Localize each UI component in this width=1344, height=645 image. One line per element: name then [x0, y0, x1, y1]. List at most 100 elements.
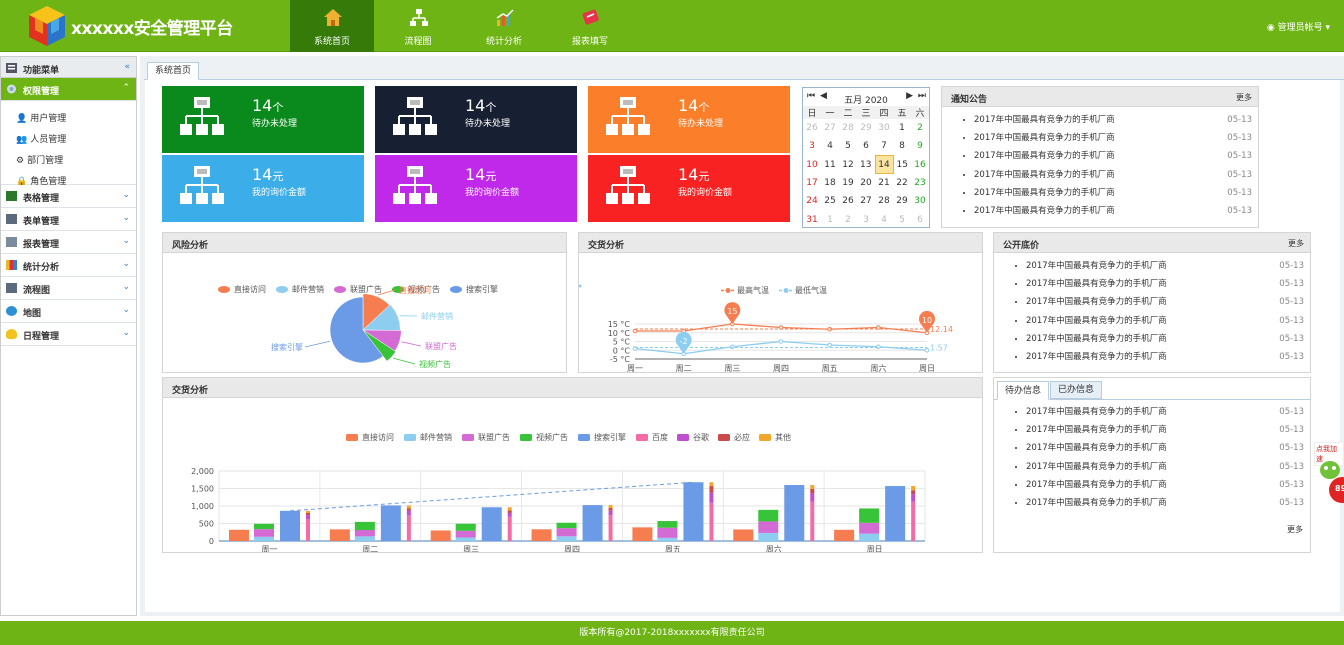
prev-year-icon[interactable]: ⏮ [807, 91, 816, 101]
list-item[interactable]: 2017年中国最具有竞争力的手机厂商 05-13 [974, 184, 1252, 202]
list-item[interactable]: 2017年中国最具有竞争力的手机厂商 05-13 [974, 147, 1252, 165]
price-more-link[interactable]: 更多 [1288, 239, 1304, 248]
bar-direct [834, 529, 855, 541]
notice-more-link[interactable]: 更多 [1236, 93, 1252, 102]
next-month-icon[interactable]: ▶ [906, 91, 913, 101]
next-year-icon[interactable]: ⏭ [917, 91, 926, 101]
list-item[interactable]: 2017年中国最具有竞争力的手机厂商 05-13 [1026, 257, 1304, 275]
calendar-day[interactable]: 30 [914, 196, 926, 207]
calendar[interactable]: ⏮ ◀ 五月 2020 ▶ ⏭ 日一二三四五六 26 27 28 29 30 1 2 3 4 5 6 7… [802, 87, 930, 228]
week-row: 31 1 2 3 4 5 6 [803, 210, 929, 228]
prev-month-icon[interactable]: ◀ [820, 91, 827, 101]
calendar-day[interactable]: 4 [827, 141, 833, 152]
legend-swatch [783, 288, 789, 293]
calendar-day[interactable]: 5 [845, 141, 851, 152]
calendar-day[interactable]: 18 [824, 178, 836, 189]
sidebar-item-statistics[interactable]: 统计分析 ⌄ [1, 254, 136, 277]
calendar-day[interactable]: 20 [860, 178, 872, 189]
calendar-day[interactable]: 26 [842, 196, 854, 207]
calendar-day[interactable]: 7 [881, 141, 887, 152]
tab-home[interactable]: 系统首页 [147, 62, 200, 80]
calendar-day[interactable]: 2 [917, 123, 923, 134]
calendar-day[interactable]: 29 [896, 196, 908, 207]
tab-done[interactable]: 已办信息 [1050, 381, 1103, 399]
list-item[interactable]: 2017年中国最具有竞争力的手机厂商 05-13 [1026, 293, 1304, 311]
calendar-day[interactable]: 23 [914, 178, 926, 189]
list-item[interactable]: 2017年中国最具有竞争力的手机厂商 05-13 [1026, 476, 1304, 494]
summary-tile[interactable]: 14元 我的询价金额 [162, 155, 364, 222]
sidebar-item-report[interactable]: 报表管理 ⌄ [1, 231, 136, 254]
calendar-day[interactable]: 8 [899, 141, 905, 152]
list-item[interactable]: 2017年中国最具有竞争力的手机厂商 05-13 [1026, 403, 1304, 421]
list-item[interactable]: 2017年中国最具有竞争力的手机厂商 05-13 [1026, 458, 1304, 476]
list-item[interactable]: 2017年中国最具有竞争力的手机厂商 05-13 [1026, 439, 1304, 457]
list-item[interactable]: 2017年中国最具有竞争力的手机厂商 05-13 [974, 202, 1252, 220]
calendar-day[interactable]: 10 [806, 159, 818, 170]
calendar-day[interactable]: 16 [914, 159, 926, 170]
list-item[interactable]: 2017年中国最具有竞争力的手机厂商 05-13 [1026, 348, 1304, 366]
calendar-day[interactable]: 30 [878, 123, 890, 134]
calendar-day[interactable]: 21 [878, 178, 890, 189]
nav-statistics[interactable]: 统计分析 [462, 0, 546, 52]
summary-tile[interactable]: 14个 待办未处理 [162, 86, 364, 153]
calendar-day[interactable]: 4 [881, 214, 887, 225]
list-item[interactable]: 2017年中国最具有竞争力的手机厂商 05-13 [1026, 494, 1304, 512]
calendar-day[interactable]: 19 [842, 178, 854, 189]
summary-tile[interactable]: 14元 我的询价金额 [588, 155, 790, 222]
list-item[interactable]: 2017年中国最具有竞争力的手机厂商 05-13 [1026, 421, 1304, 439]
tab-todo[interactable]: 待办信息 [997, 381, 1050, 400]
calendar-day[interactable]: 3 [809, 141, 815, 152]
collapse-icon[interactable]: « [124, 62, 130, 72]
sidebar-item-permission[interactable]: 权限管理 ⌃ [1, 78, 136, 101]
summary-tile[interactable]: 14元 我的询价金额 [375, 155, 577, 222]
submenu-role[interactable]: 🔒 角色管理 [13, 174, 66, 187]
speedup-widget[interactable]: 点我加速 89 [1312, 440, 1344, 510]
calendar-day[interactable]: 27 [860, 196, 872, 207]
calendar-day[interactable]: 28 [878, 196, 890, 207]
list-item[interactable]: 2017年中国最具有竞争力的手机厂商 05-13 [1026, 312, 1304, 330]
calendar-day[interactable]: 29 [860, 123, 872, 134]
sidebar-item-map[interactable]: 地图 ⌄ [1, 300, 136, 323]
list-item[interactable]: 2017年中国最具有竞争力的手机厂商 05-13 [1026, 275, 1304, 293]
calendar-day[interactable]: 28 [842, 123, 854, 134]
calendar-day[interactable]: 2 [845, 214, 851, 225]
sidebar-item-form[interactable]: 表单管理 ⌄ [1, 208, 136, 231]
user-menu[interactable]: ◉ 管理员帐号 ▾ [1267, 20, 1330, 33]
sidebar-item-flowchart[interactable]: 流程图 ⌄ [1, 277, 136, 300]
calendar-day[interactable]: 25 [824, 196, 836, 207]
calendar-day[interactable]: 1 [899, 123, 905, 134]
calendar-day[interactable]: 26 [806, 123, 818, 134]
nav-flowchart[interactable]: 流程图 [376, 0, 460, 52]
calendar-day[interactable]: 13 [860, 159, 872, 170]
calendar-day[interactable]: 6 [917, 214, 923, 225]
list-item[interactable]: 2017年中国最具有竞争力的手机厂商 05-13 [974, 129, 1252, 147]
list-item[interactable]: 2017年中国最具有竞争力的手机厂商 05-13 [974, 166, 1252, 184]
calendar-day[interactable]: 6 [863, 141, 869, 152]
calendar-day[interactable]: 24 [806, 196, 818, 207]
sidebar-item-schedule[interactable]: 日程管理 ⌄ [1, 323, 136, 346]
calendar-day[interactable]: 27 [824, 123, 836, 134]
calendar-day[interactable]: 1 [827, 214, 833, 225]
calendar-day[interactable]: 11 [824, 159, 836, 170]
org-chart-icon [393, 166, 437, 204]
todo-more-link[interactable]: 更多 [1287, 525, 1303, 534]
list-item[interactable]: 2017年中国最具有竞争力的手机厂商 05-13 [974, 111, 1252, 129]
calendar-day[interactable]: 9 [917, 141, 923, 152]
calendar-day[interactable]: 17 [806, 178, 818, 189]
nav-report[interactable]: 报表填写 [548, 0, 632, 52]
summary-tile[interactable]: 14个 待办未处理 [375, 86, 577, 153]
summary-tile[interactable]: 14个 待办未处理 [588, 86, 790, 153]
sidebar-item-table[interactable]: 表格管理 ⌄ [1, 185, 136, 208]
submenu-department[interactable]: ⚙ 部门管理 [13, 153, 63, 166]
calendar-day[interactable]: 12 [842, 159, 854, 170]
calendar-day[interactable]: 5 [899, 214, 905, 225]
calendar-day[interactable]: 3 [863, 214, 869, 225]
submenu-user[interactable]: 👤 用户管理 [13, 111, 66, 124]
calendar-day[interactable]: 22 [896, 178, 908, 189]
submenu-staff[interactable]: 👥 人员管理 [13, 132, 66, 145]
calendar-day[interactable]: 15 [896, 159, 908, 170]
calendar-day[interactable]: 14 [874, 155, 894, 175]
calendar-day[interactable]: 31 [806, 214, 818, 225]
list-item[interactable]: 2017年中国最具有竞争力的手机厂商 05-13 [1026, 330, 1304, 348]
nav-home[interactable]: 系统首页 [290, 0, 374, 52]
